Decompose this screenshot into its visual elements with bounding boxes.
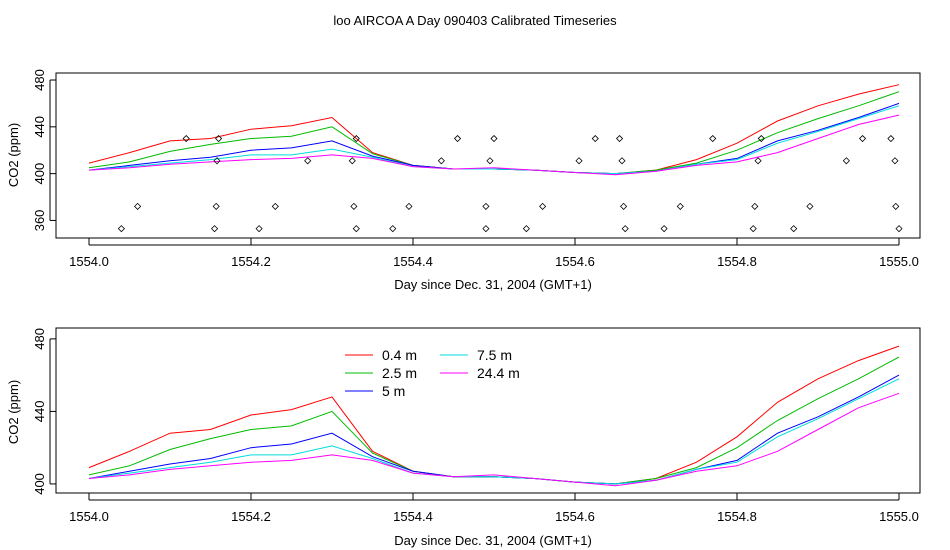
ytick-label-bottom-2: 480 (32, 328, 47, 350)
legend-label-0: 0.4 m (382, 347, 417, 363)
diamond-point-24 (575, 157, 583, 165)
diamond-point-7 (255, 225, 263, 233)
diamond-point-9 (304, 157, 312, 165)
series-line-top-0 (88, 84, 900, 175)
ytick-label-top-1: 400 (32, 163, 47, 185)
diamond-point-18 (482, 202, 490, 210)
diamond-point-23 (539, 202, 547, 210)
legend: 0.4 m 2.5 m 5 m 7.5 m 24.4 m (345, 347, 520, 399)
diamond-point-1 (134, 202, 142, 210)
series-line-top-3 (88, 105, 900, 175)
diamond-point-17 (453, 134, 462, 143)
diamond-point-19 (482, 225, 490, 233)
diamond-point-34 (751, 202, 759, 210)
ytick-label-bottom-1: 440 (32, 401, 47, 423)
diamond-point-36 (757, 134, 765, 143)
legend-label-4: 24.4 m (477, 365, 520, 381)
diamond-point-2 (182, 134, 190, 143)
xtick-label-bottom-5: 1555.0 (879, 509, 919, 524)
diamond-point-16 (437, 157, 445, 165)
diamond-point-30 (660, 225, 668, 233)
diamond-point-37 (790, 225, 798, 233)
diamond-point-14 (389, 225, 397, 233)
ytick-label-top-3: 480 (32, 69, 47, 91)
diamond-point-27 (618, 157, 626, 165)
xtick-label-bottom-2: 1554.4 (393, 509, 433, 524)
diamond-point-5 (213, 157, 221, 165)
ytick-label-top-0: 360 (32, 210, 47, 232)
xlabel-top: Day since Dec. 31, 2004 (GMT+1) (394, 277, 592, 292)
diamond-point-41 (887, 134, 895, 143)
diamond-point-26 (615, 134, 624, 143)
diamond-point-40 (858, 134, 867, 143)
diamond-point-43 (892, 202, 900, 210)
diamond-point-22 (522, 225, 530, 233)
plot-frame-top (55, 72, 921, 239)
xtick-label-bottom-0: 1554.0 (69, 509, 109, 524)
diamond-point-15 (405, 202, 413, 210)
diamond-point-11 (348, 157, 356, 165)
diamond-point-33 (749, 225, 757, 233)
diamond-point-42 (891, 157, 899, 165)
diamond-point-31 (676, 202, 684, 210)
diamond-point-28 (620, 202, 628, 210)
diamond-point-0 (117, 225, 125, 233)
diamond-point-25 (591, 134, 599, 143)
diamond-point-3 (210, 225, 219, 233)
xtick-label-top-4: 1554.8 (717, 254, 757, 269)
plot-frame-bottom (55, 327, 921, 494)
diamond-point-21 (490, 134, 498, 143)
series-line-top-4 (88, 114, 900, 176)
diamond-point-20 (486, 157, 494, 165)
series-line-bottom-3 (88, 378, 900, 485)
ytick-label-top-2: 440 (32, 116, 47, 138)
diamond-point-4 (212, 202, 220, 210)
diamond-point-38 (806, 202, 814, 210)
series-line-bottom-4 (88, 392, 900, 487)
diamond-point-10 (352, 134, 360, 143)
diamond-point-44 (895, 225, 903, 233)
diamond-point-35 (754, 157, 762, 165)
diamond-point-39 (842, 157, 850, 165)
diamond-point-29 (621, 225, 629, 233)
xlabel-bottom: Day since Dec. 31, 2004 (GMT+1) (394, 533, 592, 548)
diamond-point-6 (215, 134, 223, 143)
diamond-point-12 (350, 202, 358, 210)
diamond-point-32 (709, 134, 717, 143)
xtick-label-top-1: 1554.2 (231, 254, 271, 269)
series-line-top-1 (88, 91, 900, 175)
legend-label-2: 5 m (382, 383, 405, 399)
xtick-label-top-2: 1554.4 (393, 254, 433, 269)
xtick-label-bottom-1: 1554.2 (231, 509, 271, 524)
legend-label-3: 7.5 m (477, 347, 512, 363)
xtick-label-top-3: 1554.6 (555, 254, 595, 269)
legend-label-1: 2.5 m (382, 365, 417, 381)
ytick-label-bottom-0: 400 (32, 473, 47, 495)
ylabel-top: CO2 (ppm) (6, 123, 21, 187)
xtick-label-bottom-4: 1554.8 (717, 509, 757, 524)
diamond-point-13 (352, 225, 360, 233)
ylabel-bottom: CO2 (ppm) (6, 380, 21, 444)
diamond-point-8 (271, 202, 279, 210)
xtick-label-top-0: 1554.0 (69, 254, 109, 269)
xtick-label-top-5: 1555.0 (879, 254, 919, 269)
page-title: loo AIRCOA A Day 090403 Calibrated Times… (333, 13, 617, 28)
xtick-label-bottom-3: 1554.6 (555, 509, 595, 524)
panel-top: 360 400 440 480 1554.0 1554.2 1554.4 1554.6 155… (6, 69, 921, 292)
panel-bottom: 400 440 480 1554.0 1554.2 1554.4 1554.6 1554.8… (6, 327, 921, 548)
